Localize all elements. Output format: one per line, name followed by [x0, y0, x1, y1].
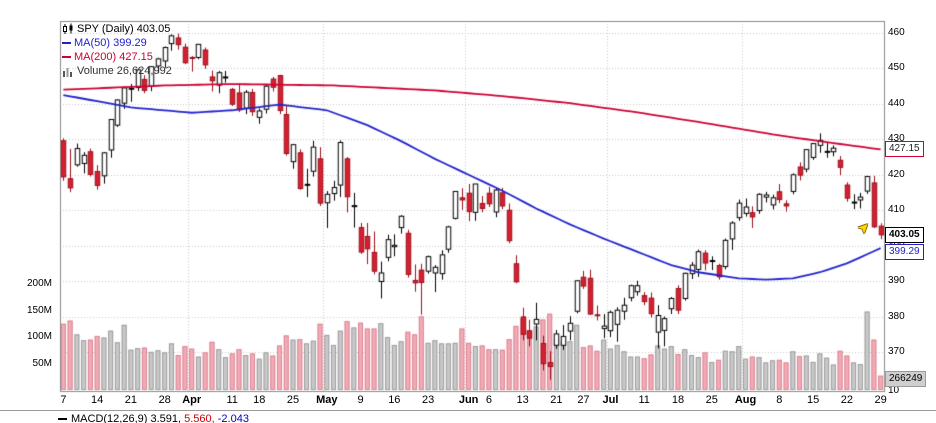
price-tick-label: 390 [888, 275, 905, 287]
ma50-line-swatch-icon [62, 42, 71, 44]
macd-value-text: MACD(12,26,9) 3.591, [71, 413, 182, 423]
price-tick-label: 450 [888, 62, 905, 74]
date-axis-label: 15 [806, 394, 820, 406]
date-axis-label: 7 [60, 394, 67, 406]
legend-volume-row: Volume 26,624,992 [62, 64, 172, 78]
symbol-title: SPY (Daily) 403.05 [77, 23, 171, 35]
date-axis-label: 18 [253, 394, 266, 406]
date-axis-label: 22 [840, 394, 853, 406]
volume-tick-label: 150M [26, 304, 52, 316]
date-axis-label: 25 [705, 394, 718, 406]
date-axis-label: 11 [638, 394, 650, 406]
date-axis-label: 16 [388, 394, 401, 406]
date-axis-label: Apr [182, 394, 202, 406]
macd-pane-tick-label: 10 [888, 385, 900, 396]
date-axis-label: Jul [602, 394, 619, 406]
date-axis-label: 18 [671, 394, 685, 406]
legend-symbol-row: SPY (Daily) 403.05 [62, 22, 172, 36]
date-axis-label: 13 [516, 394, 529, 406]
macd-value-text: -2.043 [214, 413, 249, 423]
date-axis-label: 8 [776, 394, 783, 406]
date-axis-label: 11 [226, 394, 238, 406]
price-tick-label: 430 [888, 133, 905, 145]
ma200-line-swatch-icon [62, 56, 71, 58]
date-axis-label: May [316, 394, 338, 406]
price-box-ma200: 427.15 [885, 141, 924, 158]
price-box-ma50: 399.29 [885, 244, 924, 261]
ma200-label: MA(200) 427.15 [74, 51, 153, 63]
candlestick-icon [62, 23, 74, 35]
date-axis-label: 23 [421, 394, 435, 406]
price-tick-label: 460 [888, 27, 905, 38]
date-axis-label: Jun [458, 394, 479, 406]
volume-label: Volume 26,624,992 [77, 65, 172, 77]
date-axis-label: 29 [874, 394, 887, 406]
price-box-last: 403.05 [885, 226, 924, 243]
pane-separator [0, 410, 936, 411]
legend-ma50-row: MA(50) 399.29 [62, 36, 172, 50]
volume-bars-icon [62, 66, 74, 77]
macd-legend-row: MACD(12,26,9) 3.591, 5.560, -2.043 [58, 413, 249, 423]
ma50-label: MA(50) 399.29 [74, 37, 147, 49]
macd-line-swatch-icon [58, 418, 67, 420]
price-tick-label: 440 [888, 97, 905, 109]
date-axis-label: 14 [91, 394, 104, 406]
macd-value-text: 5.560, [181, 413, 215, 423]
chart-legend: SPY (Daily) 403.05 MA(50) 399.29 MA(200)… [62, 22, 172, 78]
legend-ma200-row: MA(200) 427.15 [62, 50, 172, 64]
date-axis-label: 28 [158, 394, 171, 406]
volume-tick-label: 200M [26, 278, 52, 289]
date-axis-label: 6 [485, 394, 492, 406]
volume-tick-label: 100M [26, 331, 52, 342]
date-axis-label: 21 [124, 394, 138, 406]
date-axis-label: Aug [734, 394, 757, 406]
date-axis-label: 27 [577, 394, 590, 406]
volume-tick-label: 50M [32, 357, 52, 369]
price-tick-label: 410 [888, 204, 905, 216]
macd-values: MACD(12,26,9) 3.591, 5.560, -2.043 [71, 413, 249, 423]
date-axis-label: 25 [286, 394, 300, 406]
price-tick-label: 420 [888, 168, 905, 180]
date-axis-label: 21 [550, 394, 563, 406]
price-tick-label: 380 [888, 310, 905, 322]
price-tick-label: 370 [888, 346, 905, 357]
price-box-volume: 266249 [885, 371, 927, 387]
date-axis-label: 9 [357, 394, 364, 406]
